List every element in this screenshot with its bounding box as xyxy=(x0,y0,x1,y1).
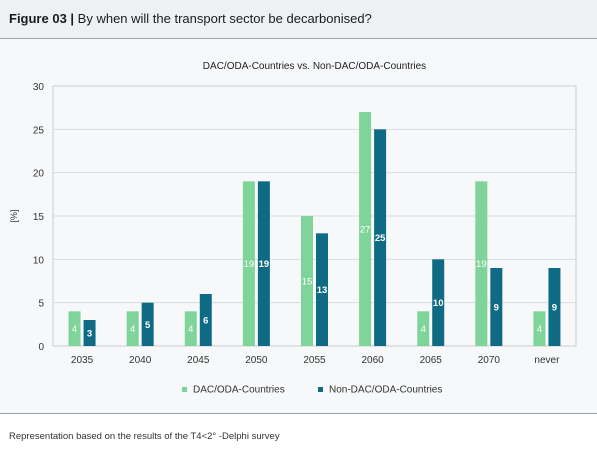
bar-dac xyxy=(533,311,546,346)
bar-non-dac xyxy=(432,259,445,346)
x-tick-label: never xyxy=(534,355,560,366)
data-label: 4 xyxy=(72,324,77,335)
x-tick-label: 2035 xyxy=(71,355,94,366)
figure-note: Representation based on the results of t… xyxy=(9,431,280,442)
y-tick-label: 20 xyxy=(33,169,45,180)
data-label: 19 xyxy=(259,259,270,270)
bar-dac xyxy=(475,181,488,346)
x-tick-label: 2070 xyxy=(478,355,501,366)
data-label: 19 xyxy=(244,259,255,270)
data-label: 3 xyxy=(87,329,92,340)
y-axis-label: [%] xyxy=(9,209,19,222)
x-tick-label: 2050 xyxy=(245,355,268,366)
bar-dac xyxy=(242,181,255,346)
x-tick-label: 2045 xyxy=(187,355,210,366)
x-tick-label: 2060 xyxy=(361,355,384,366)
bar-non-dac xyxy=(257,181,270,346)
x-tick-label: 2065 xyxy=(420,355,443,366)
y-tick-label: 5 xyxy=(38,299,44,310)
y-tick-label: 0 xyxy=(38,342,44,353)
bar-non-dac xyxy=(83,320,96,346)
y-tick-label: 15 xyxy=(33,212,45,223)
figure-footer: Representation based on the results of t… xyxy=(0,413,597,459)
data-label: 15 xyxy=(302,277,313,288)
figure-header: Figure 03 | By when will the transport s… xyxy=(0,0,597,39)
data-label: 5 xyxy=(145,320,151,331)
y-tick-label: 10 xyxy=(33,255,45,266)
data-label: 9 xyxy=(552,303,557,314)
bar-dac xyxy=(126,311,139,346)
bar-non-dac xyxy=(490,268,503,346)
legend-swatch-dac xyxy=(182,387,187,392)
data-label: 4 xyxy=(188,324,193,335)
y-tick-label: 25 xyxy=(33,125,45,136)
bar-non-dac xyxy=(199,294,212,346)
data-label: 4 xyxy=(130,324,135,335)
legend-swatch-non-dac xyxy=(318,387,323,392)
bar-non-dac xyxy=(141,302,154,346)
x-tick-label: 2040 xyxy=(129,355,152,366)
chart-area: DAC/ODA-Countries vs. Non-DAC/ODA-Countr… xyxy=(0,39,597,413)
bar-non-dac xyxy=(316,233,328,346)
data-label: 13 xyxy=(317,285,328,296)
figure-title: Figure 03 | By when will the transport s… xyxy=(9,11,372,26)
data-label: 4 xyxy=(421,324,426,335)
legend-label-dac: DAC/ODA-Countries xyxy=(193,385,285,396)
bar-dac xyxy=(68,311,81,346)
data-label: 27 xyxy=(360,225,371,236)
bar-chart: DAC/ODA-Countries vs. Non-DAC/ODA-Countr… xyxy=(9,61,577,396)
data-label: 4 xyxy=(537,324,542,335)
x-tick-label: 2055 xyxy=(303,355,326,366)
plot-frame xyxy=(52,85,577,347)
bar-non-dac xyxy=(548,268,561,346)
chart-title: DAC/ODA-Countries vs. Non-DAC/ODA-Countr… xyxy=(203,61,426,72)
bar-dac xyxy=(301,216,313,346)
figure-label: Figure 03 | xyxy=(9,11,75,26)
data-label: 6 xyxy=(203,316,208,327)
bar-dac xyxy=(184,311,197,346)
legend-label-non-dac: Non-DAC/ODA-Countries xyxy=(329,385,442,396)
bar-dac xyxy=(359,112,372,346)
data-label: 19 xyxy=(476,259,487,270)
data-label: 9 xyxy=(494,303,499,314)
bar-non-dac xyxy=(374,129,387,346)
y-tick-label: 30 xyxy=(33,82,45,93)
figure-title-text: By when will the transport sector be dec… xyxy=(77,11,372,26)
data-label: 25 xyxy=(375,233,386,244)
data-label: 10 xyxy=(433,298,444,309)
bar-dac xyxy=(417,311,430,346)
